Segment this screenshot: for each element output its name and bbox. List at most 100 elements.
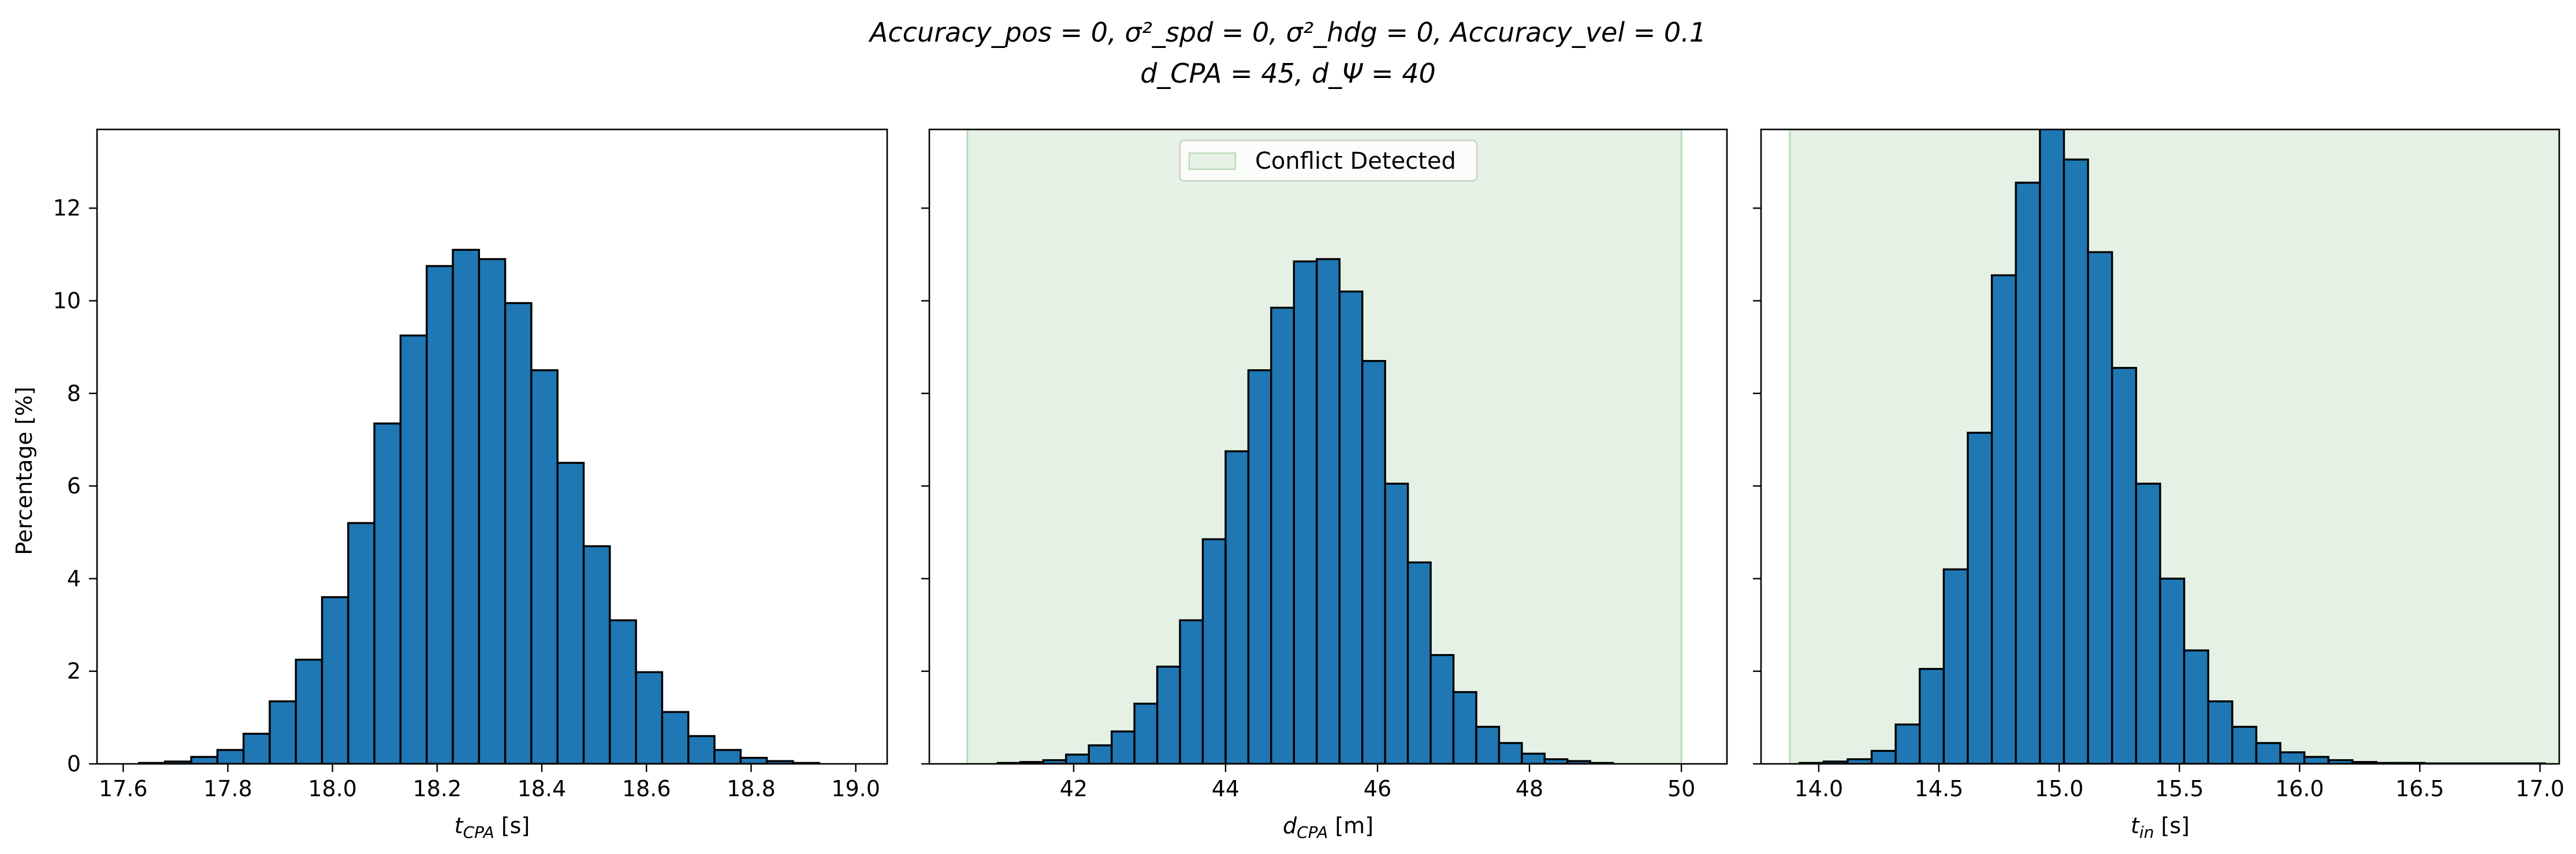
histogram-bar: [190, 756, 219, 764]
histogram-bar: [739, 756, 768, 764]
histogram-bar: [2207, 700, 2233, 764]
histogram-bar: [1894, 723, 1921, 764]
histogram-bar: [1156, 665, 1181, 764]
histogram-bar: [1919, 668, 1945, 764]
x-tick-label: 18.0: [308, 776, 357, 801]
y-tick-label: 2: [67, 659, 81, 684]
histogram-bar: [242, 733, 271, 764]
histogram-bar: [1179, 619, 1204, 764]
x-tick-label: 18.2: [413, 776, 462, 801]
histogram-bar: [1133, 703, 1159, 764]
x-tick-label: 15.0: [2035, 776, 2084, 801]
histogram-bar: [2159, 577, 2186, 764]
histogram-bar: [2063, 158, 2089, 764]
x-tick-label: 15.5: [2155, 776, 2204, 801]
y-tick-label: 4: [67, 566, 81, 591]
x-tick-label: 14.0: [1795, 776, 1844, 801]
histogram-bar: [347, 522, 375, 764]
histogram-bar: [1498, 742, 1523, 764]
legend: Conflict Detected: [1179, 139, 1478, 182]
histogram-bar: [2255, 742, 2281, 764]
x-tick-label: 50: [1667, 776, 1695, 801]
plot-area: [137, 248, 820, 764]
panel-right-tin: 14.0 14.5 15.0 15.5 16.0 16.5 17.0 tin [s]: [1753, 128, 2564, 842]
plot-area: [966, 129, 1682, 764]
y-tick-label: 12: [53, 195, 81, 221]
figure-title-line-2: d_CPA = 45, d_Ψ = 40: [1140, 58, 1436, 89]
axes-frame: [1760, 128, 2560, 765]
histogram-bar: [661, 711, 690, 764]
histogram-bar: [2087, 251, 2113, 764]
histogram-bar: [1338, 290, 1364, 764]
histogram-bar: [1870, 749, 1897, 764]
histogram-bar: [478, 258, 507, 764]
x-tick-label: 16.5: [2395, 776, 2444, 801]
y-axis-label: Percentage [%]: [12, 387, 37, 555]
x-tick-label: 17.6: [99, 776, 148, 801]
histogram-bar: [687, 735, 716, 764]
histogram-bar: [1293, 260, 1318, 764]
axes-frame: [96, 128, 888, 765]
y-tick-label: 6: [67, 473, 81, 499]
histogram-bar: [216, 749, 245, 764]
histogram-bar: [452, 248, 481, 764]
x-tick-label: 44: [1212, 776, 1239, 801]
histogram-bar: [582, 545, 611, 764]
histogram-bar: [1065, 753, 1090, 764]
histogram-bar: [1110, 730, 1136, 764]
histogram-bar: [2279, 751, 2306, 764]
histogram-bar: [2183, 649, 2209, 764]
x-tick-label: 18.4: [518, 776, 567, 801]
histogram-bar: [609, 619, 637, 764]
histogram-bar: [1990, 274, 2017, 764]
histogram-bar: [635, 671, 664, 764]
axes-frame: [928, 128, 1728, 765]
histogram-bar: [1430, 654, 1455, 764]
histogram-bar: [399, 334, 428, 764]
y-tick-label: 8: [67, 381, 81, 406]
x-tick-label: 18.6: [622, 776, 671, 801]
x-tick-label: 46: [1364, 776, 1391, 801]
panel-left-tcpa: 17.6 17.8 18.0 18.2 18.4 18.6 18.8 19.0 0 2 4 6 8 10 1…: [53, 128, 888, 842]
histogram-bar: [504, 302, 533, 764]
histogram-bar: [2303, 756, 2330, 764]
histogram-bar: [2015, 181, 2041, 764]
histogram-bar: [2111, 367, 2138, 764]
panel-middle-dcpa: 42 44 46 48 50 dCPA [m] Conflict Detected: [921, 128, 1728, 842]
x-axis-label: tCPA [s]: [455, 813, 530, 842]
histogram-bar: [1384, 482, 1409, 764]
histogram-bar: [373, 422, 402, 764]
legend-swatch: [1188, 152, 1237, 170]
histogram-bar: [1452, 691, 1477, 764]
histogram-bar: [295, 658, 323, 764]
figure-title-line-1: Accuracy_pos = 0, σ²_spd = 0, σ²_hdg = 0…: [868, 17, 1706, 48]
histogram-bar: [1475, 726, 1501, 764]
histogram-bar: [556, 462, 585, 764]
histogram-bar: [1316, 258, 1341, 764]
histogram-bar: [1224, 450, 1250, 764]
histogram-bar: [321, 596, 349, 764]
histogram-bar: [1247, 369, 1272, 764]
histogram-bar: [1088, 744, 1113, 764]
histogram-bar: [713, 749, 742, 764]
histogram-bar: [2231, 726, 2258, 764]
x-axis-label: tin [s]: [2131, 813, 2190, 842]
x-tick-label: 48: [1516, 776, 1543, 801]
x-tick-label: 19.0: [831, 776, 880, 801]
y-tick-label: 10: [53, 288, 81, 314]
histogram-bar: [1201, 538, 1227, 764]
x-tick-label: 14.5: [1915, 776, 1964, 801]
histogram-bar: [269, 700, 297, 764]
x-tick-label: 17.8: [203, 776, 252, 801]
histogram-bar: [1521, 752, 1546, 764]
histogram-bar: [2039, 129, 2065, 764]
x-tick-label: 18.8: [727, 776, 776, 801]
histogram-bar: [530, 369, 559, 764]
plot-area: [1789, 129, 2559, 764]
x-axis-label: dCPA [m]: [1283, 813, 1373, 842]
histogram-bar: [1361, 360, 1386, 764]
x-tick-label: 17.0: [2515, 776, 2564, 801]
histogram-bar: [2135, 482, 2161, 764]
histogram-bar: [426, 265, 454, 764]
